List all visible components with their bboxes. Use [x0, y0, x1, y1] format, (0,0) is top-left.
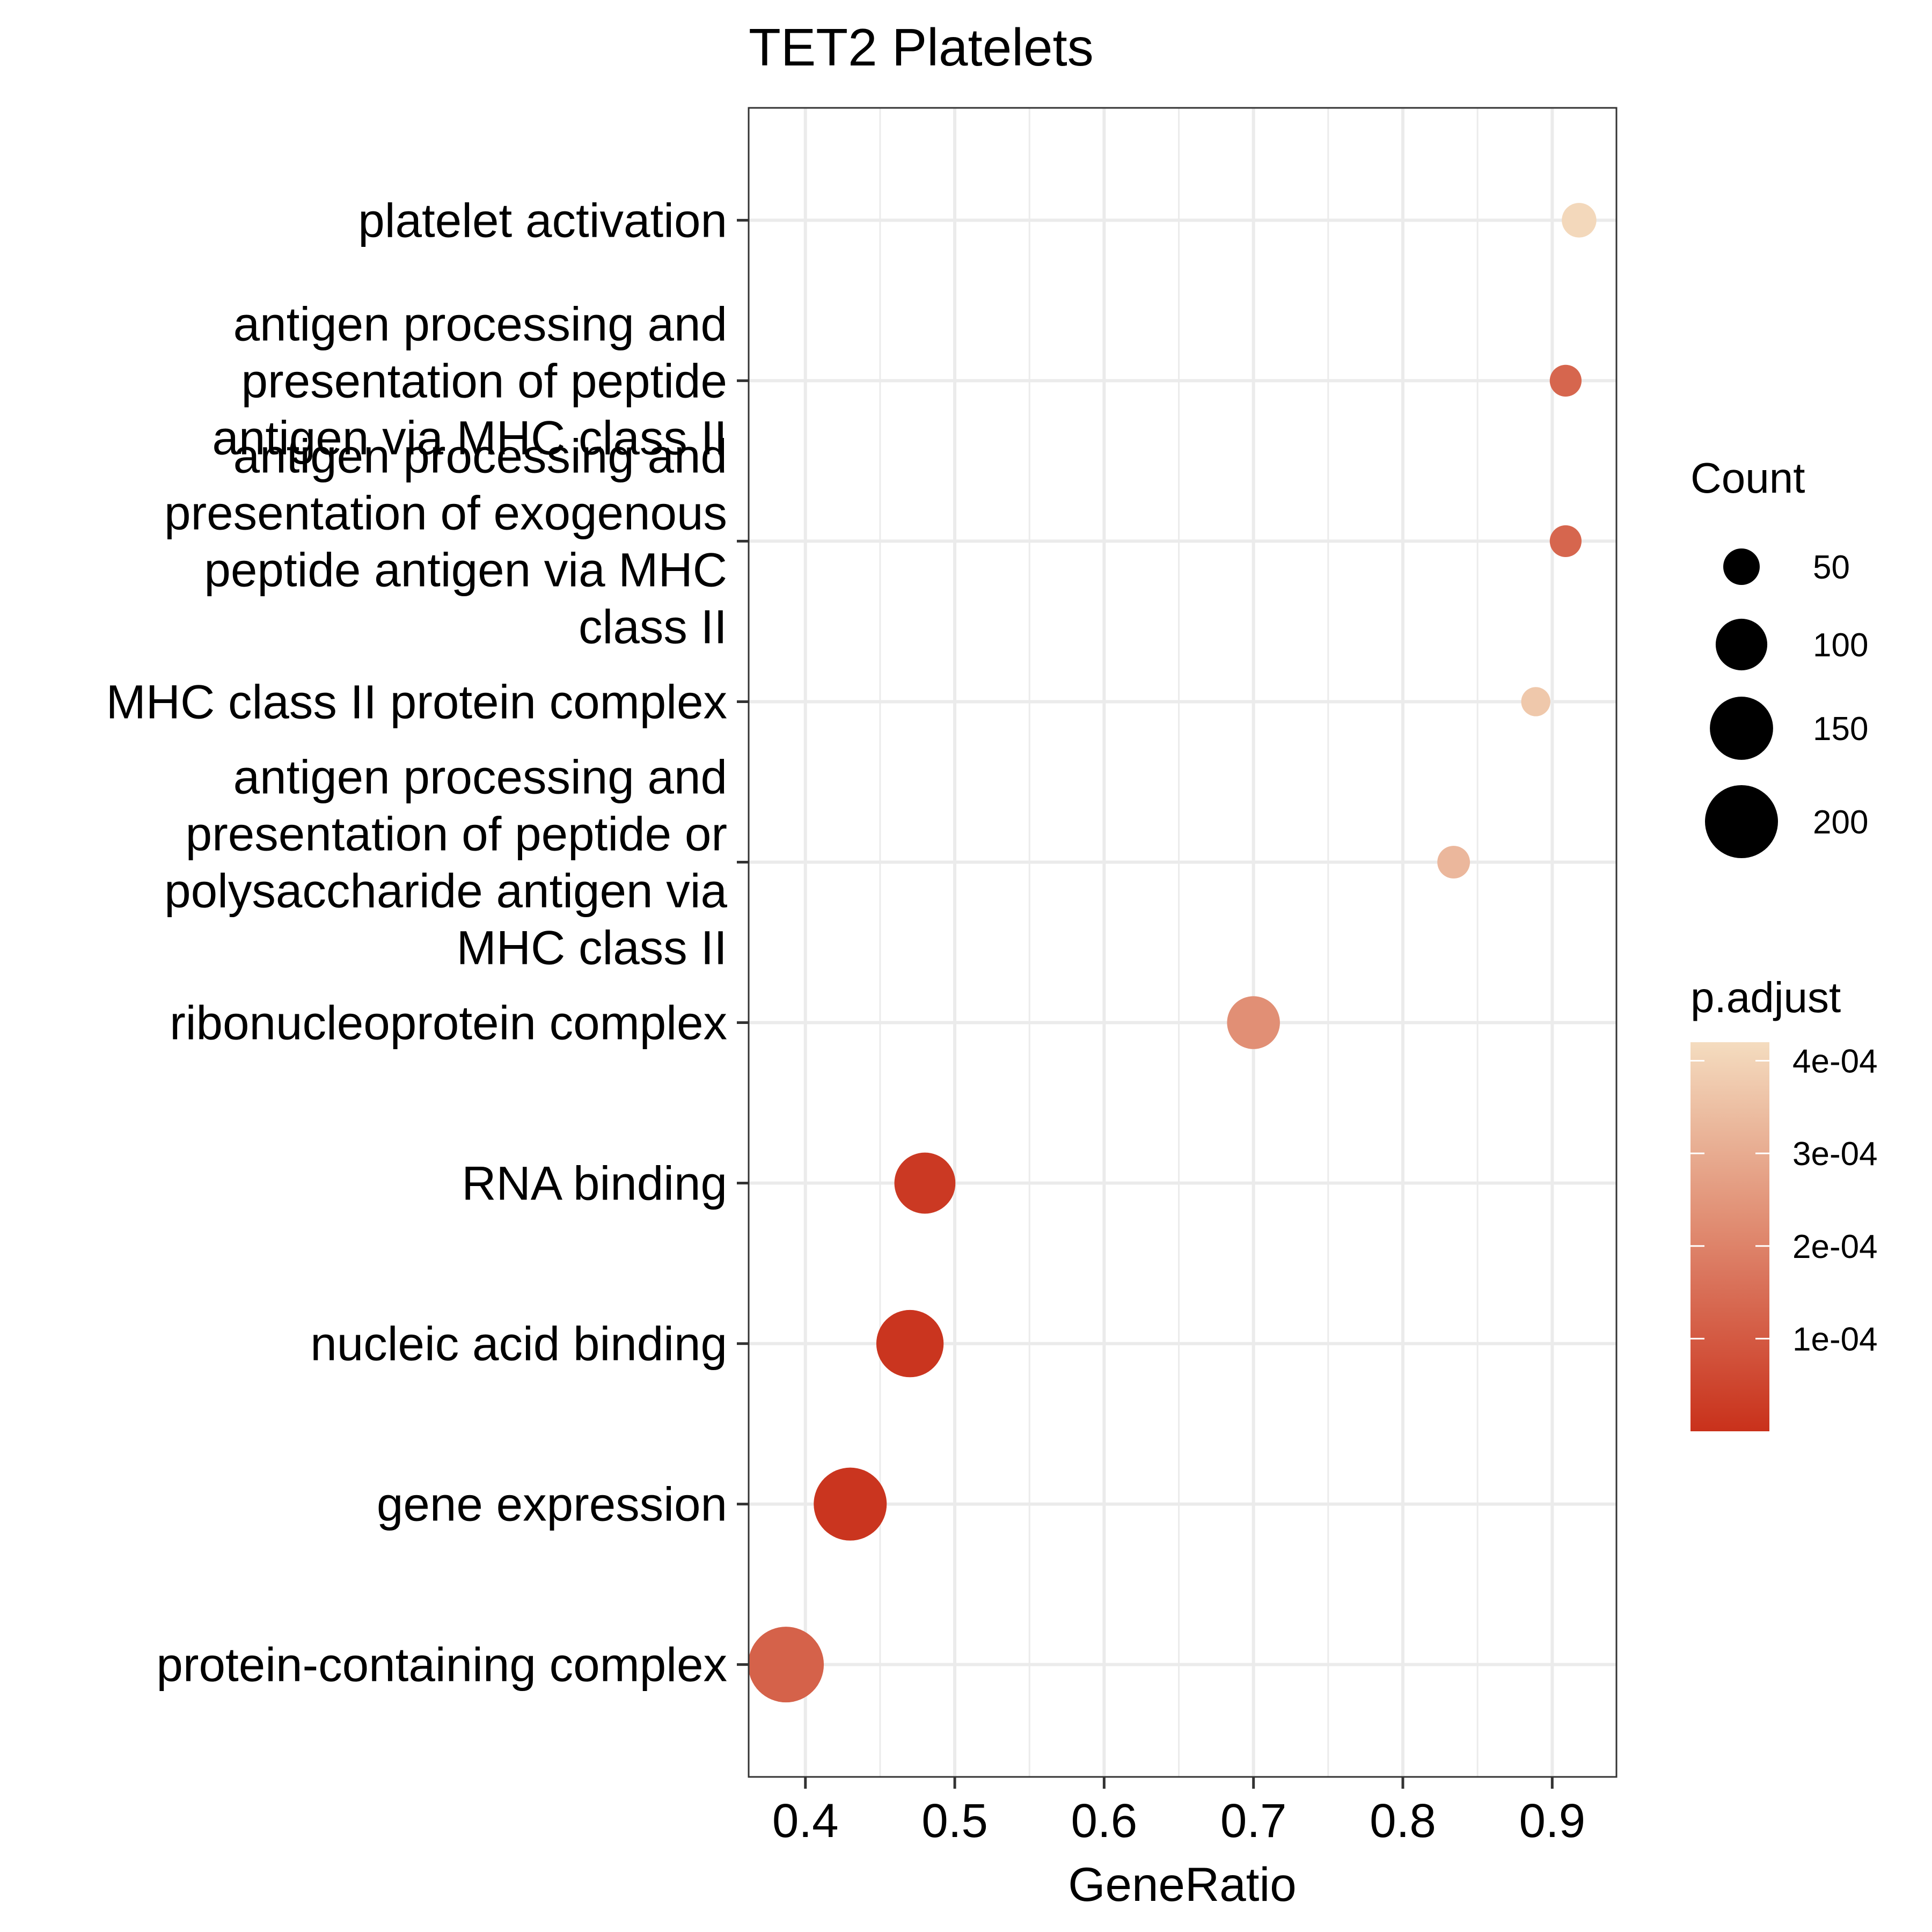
plot-panel-background	[749, 108, 1616, 1777]
count-legend-key	[1705, 785, 1778, 858]
count-legend: Count 50 100 150 200	[1690, 454, 1868, 858]
x-tick-label: 0.4	[772, 1794, 839, 1847]
y-tick-label: antigen processing and presentation of pe…	[212, 297, 727, 464]
x-tick-label: 0.6	[1071, 1794, 1138, 1847]
count-legend-key	[1710, 697, 1773, 760]
data-point	[1562, 203, 1597, 238]
count-legend-title: Count	[1690, 454, 1805, 502]
x-axis-title: GeneRatio	[1068, 1857, 1297, 1911]
x-tick-label: 0.5	[921, 1794, 988, 1847]
data-point	[1549, 525, 1582, 558]
y-tick-label: ribonucleoprotein complex	[170, 996, 727, 1050]
data-point	[894, 1152, 956, 1214]
y-tick-label: platelet activation	[358, 193, 727, 247]
colorbar-label: 1e-04	[1792, 1321, 1878, 1358]
count-legend-key	[1715, 618, 1768, 671]
colorbar-label: 3e-04	[1792, 1136, 1878, 1173]
y-tick-label: MHC class II protein complex	[106, 675, 727, 728]
chart-title: TET2 Platelets	[749, 18, 1094, 77]
data-point	[1437, 846, 1470, 879]
count-legend-label: 50	[1813, 549, 1850, 586]
x-tick-label: 0.9	[1519, 1794, 1585, 1847]
y-tick-label: antigen processing and presentation of pe…	[164, 750, 727, 974]
x-tick-label: 0.7	[1220, 1794, 1287, 1847]
count-legend-label: 150	[1813, 711, 1868, 748]
data-point	[748, 1627, 824, 1703]
data-point	[1227, 996, 1280, 1049]
data-point	[814, 1467, 887, 1541]
x-tick-label: 0.8	[1370, 1794, 1436, 1847]
data-point	[1521, 687, 1550, 716]
y-tick-label: protein-containing complex	[156, 1638, 727, 1692]
count-legend-key	[1723, 548, 1760, 585]
p-adjust-legend-title: p.adjust	[1690, 974, 1841, 1021]
count-legend-label: 200	[1813, 804, 1868, 841]
x-axis: 0.4 0.5 0.6 0.7 0.8 0.9	[772, 1777, 1585, 1847]
y-tick-label: gene expression	[377, 1477, 727, 1531]
y-tick-label: RNA binding	[462, 1157, 727, 1210]
grid-lines	[749, 108, 1616, 1777]
plot-panel-border	[748, 107, 1618, 1778]
colorbar-label: 4e-04	[1792, 1043, 1878, 1080]
data-points	[748, 203, 1597, 1703]
y-axis: platelet activation antigen processing an…	[106, 193, 749, 1692]
p-adjust-colorbar	[1690, 1042, 1769, 1431]
y-tick-label: antigen processing and presentation of ex…	[164, 429, 727, 653]
colorbar-label: 2e-04	[1792, 1228, 1878, 1265]
y-tick-label: nucleic acid binding	[310, 1317, 727, 1371]
count-legend-label: 100	[1813, 627, 1868, 664]
p-adjust-legend: p.adjust 4e-04 3e-04 2e-04 1e-04	[1690, 974, 1878, 1431]
data-point	[876, 1309, 944, 1378]
data-point	[1549, 364, 1582, 397]
